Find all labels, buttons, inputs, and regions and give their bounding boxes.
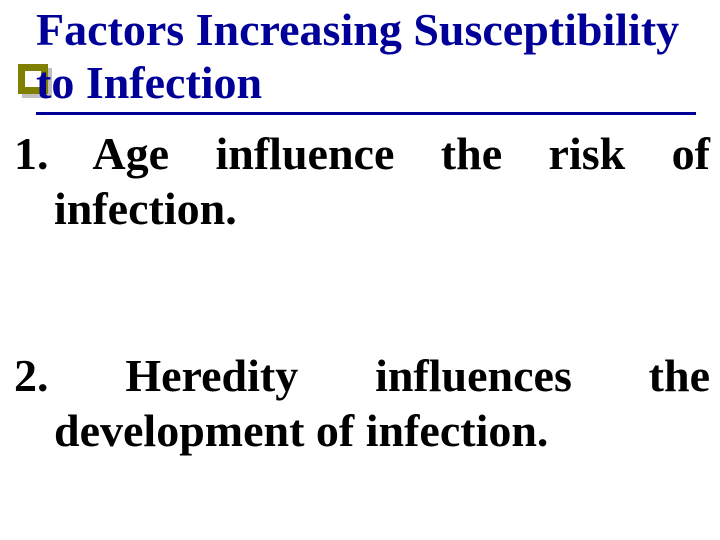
item-number: 1. xyxy=(14,128,49,179)
slide-title: Factors Increasing Susceptibility to Inf… xyxy=(36,4,696,115)
item-text: Age influence the risk of infection. xyxy=(54,128,710,234)
list-item: 1. Age influence the risk of infection. xyxy=(14,126,710,236)
list-item: 2. Heredity influences the development o… xyxy=(14,348,710,458)
item-number: 2. xyxy=(14,350,49,401)
item-text: Heredity influences the development of i… xyxy=(54,350,710,456)
